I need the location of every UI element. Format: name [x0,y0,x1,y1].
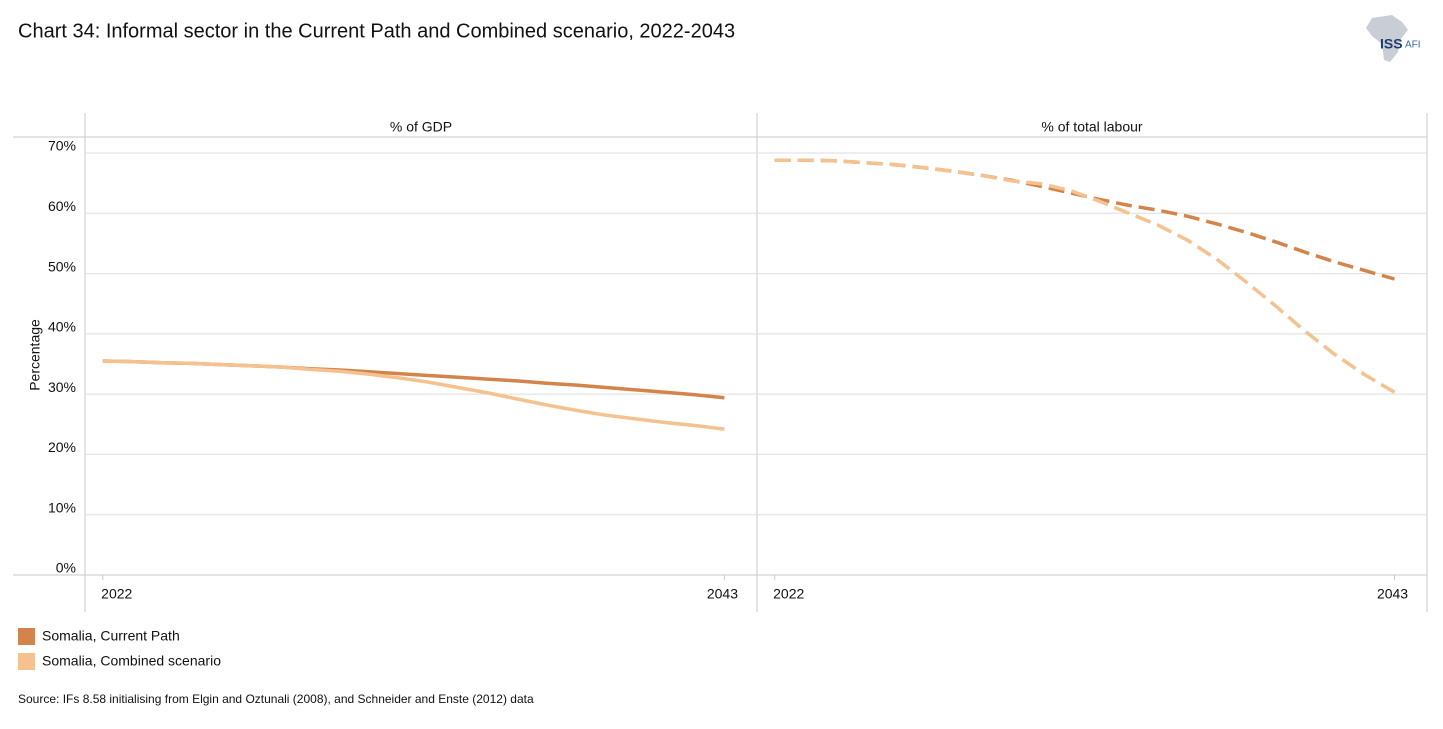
data-line [774,158,1396,394]
y-tick-label: 30% [48,379,76,395]
y-tick-label: 0% [56,560,76,576]
y-tick-label: 10% [48,499,76,515]
legend-swatch [18,653,35,670]
source-note: Source: IFs 8.58 initialising from Elgin… [18,692,534,706]
y-tick-label: 70% [48,138,76,154]
y-tick-label: 20% [48,439,76,455]
y-tick-label: 40% [48,319,76,335]
logo-shape [1366,15,1408,62]
logo-sub: AFI [1405,40,1421,51]
legend-label: Somalia, Combined scenario [42,653,221,669]
y-tick-label: 60% [48,198,76,214]
x-tick-label: 2022 [101,586,132,602]
chart-title: Chart 34: Informal sector in the Current… [18,20,735,42]
logo: ISS AFI [1366,15,1421,62]
panel-title: % of GDP [390,119,452,135]
legend-label: Somalia, Current Path [42,628,180,644]
legend-swatch [18,628,35,645]
logo-main: ISS [1380,36,1403,52]
x-tick-label: 2022 [773,586,804,602]
panel-title: % of total labour [1041,119,1143,135]
data-line [774,158,1395,281]
y-tick-label: 50% [48,258,76,274]
x-tick-label: 2043 [1377,586,1408,602]
data-line [102,359,725,431]
y-axis-label: Percentage [27,319,43,391]
x-tick-label: 2043 [707,586,738,602]
